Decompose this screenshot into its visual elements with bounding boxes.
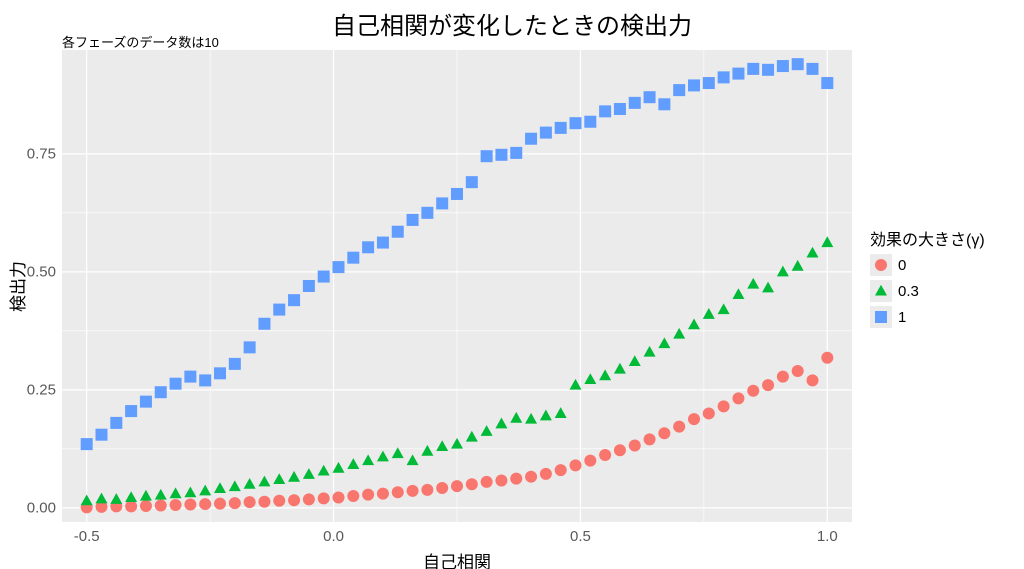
legend-item-label: 1 — [898, 309, 906, 326]
chart-root: 自己相関が変化したときの検出力 各フェーズのデータ数は10 自己相関 検出力 -… — [0, 0, 1024, 569]
y-tick-label: 0.25 — [27, 381, 56, 398]
legend-item-0: 0 — [870, 254, 985, 276]
legend-key-icon — [870, 306, 892, 328]
legend-item-0.3: 0.3 — [870, 280, 985, 302]
legend-item-label: 0.3 — [898, 283, 919, 300]
legend-item-1: 1 — [870, 306, 985, 328]
x-tick-label: 0.5 — [570, 528, 591, 545]
y-tick-label: 0.75 — [27, 145, 56, 162]
y-axis-label: 検出力 — [4, 261, 29, 312]
plot-region — [62, 50, 852, 522]
legend-item-label: 0 — [898, 257, 906, 274]
legend-title: 効果の大きさ(γ) — [870, 226, 985, 250]
legend-key-icon — [870, 280, 892, 302]
y-tick-label: 0.50 — [27, 263, 56, 280]
chart-subtitle: 各フェーズのデータ数は10 — [62, 32, 219, 51]
legend-key-icon — [870, 254, 892, 276]
x-tick-label: 0.0 — [323, 528, 344, 545]
x-tick-label: -0.5 — [74, 528, 100, 545]
x-axis-label: 自己相関 — [423, 548, 491, 569]
x-tick-label: 1.0 — [817, 528, 838, 545]
legend: 効果の大きさ(γ) 0 0.3 1 — [870, 226, 985, 328]
y-tick-label: 0.00 — [27, 499, 56, 516]
